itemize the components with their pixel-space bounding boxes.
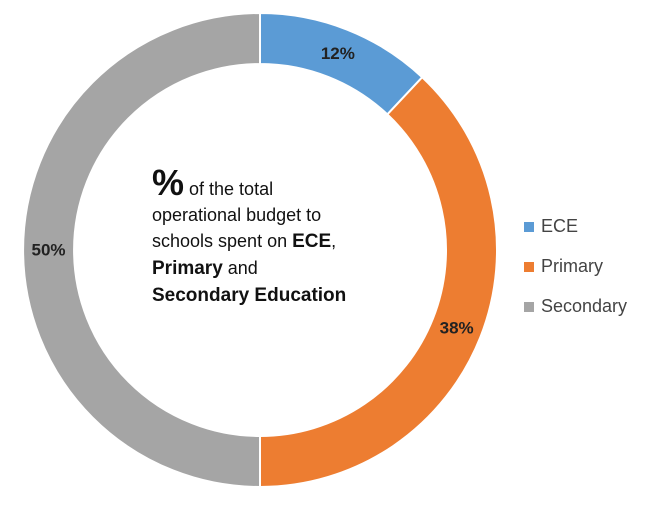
slice-labels: 12% 38% 50% xyxy=(31,44,473,338)
donut-slices xyxy=(22,11,498,489)
legend-item-primary: Primary xyxy=(524,256,627,277)
slice-secondary xyxy=(22,11,261,489)
slice-primary xyxy=(259,75,498,489)
slice-ece xyxy=(259,11,424,116)
legend-swatch-ece xyxy=(524,221,534,232)
caption-secondary: Secondary Education xyxy=(152,285,347,306)
caption-and: and xyxy=(222,258,258,278)
legend-label-ece: ECE xyxy=(541,216,579,236)
legend-label-secondary: Secondary xyxy=(541,296,628,316)
legend-swatch-primary xyxy=(524,261,534,272)
center-caption: % of the total operational budget to sch… xyxy=(152,165,402,309)
caption-comma: , xyxy=(331,231,337,251)
caption-line-3: schools spent on xyxy=(152,231,293,251)
slice-label-ece: 12% xyxy=(321,44,355,63)
legend-item-ece: ECE xyxy=(524,216,627,237)
caption-ece: ECE xyxy=(292,231,332,252)
legend-swatch-secondary xyxy=(524,301,534,312)
percent-symbol: % xyxy=(152,162,185,203)
slice-label-primary: 38% xyxy=(440,318,474,337)
slice-label-secondary: 50% xyxy=(31,241,65,260)
caption-line-2: operational budget to xyxy=(152,205,322,225)
legend: ECE Primary Secondary xyxy=(524,216,627,336)
legend-item-secondary: Secondary xyxy=(524,296,627,317)
caption-primary: Primary xyxy=(152,258,223,279)
legend-label-primary: Primary xyxy=(541,256,603,276)
caption-line-1: of the total xyxy=(184,179,274,199)
